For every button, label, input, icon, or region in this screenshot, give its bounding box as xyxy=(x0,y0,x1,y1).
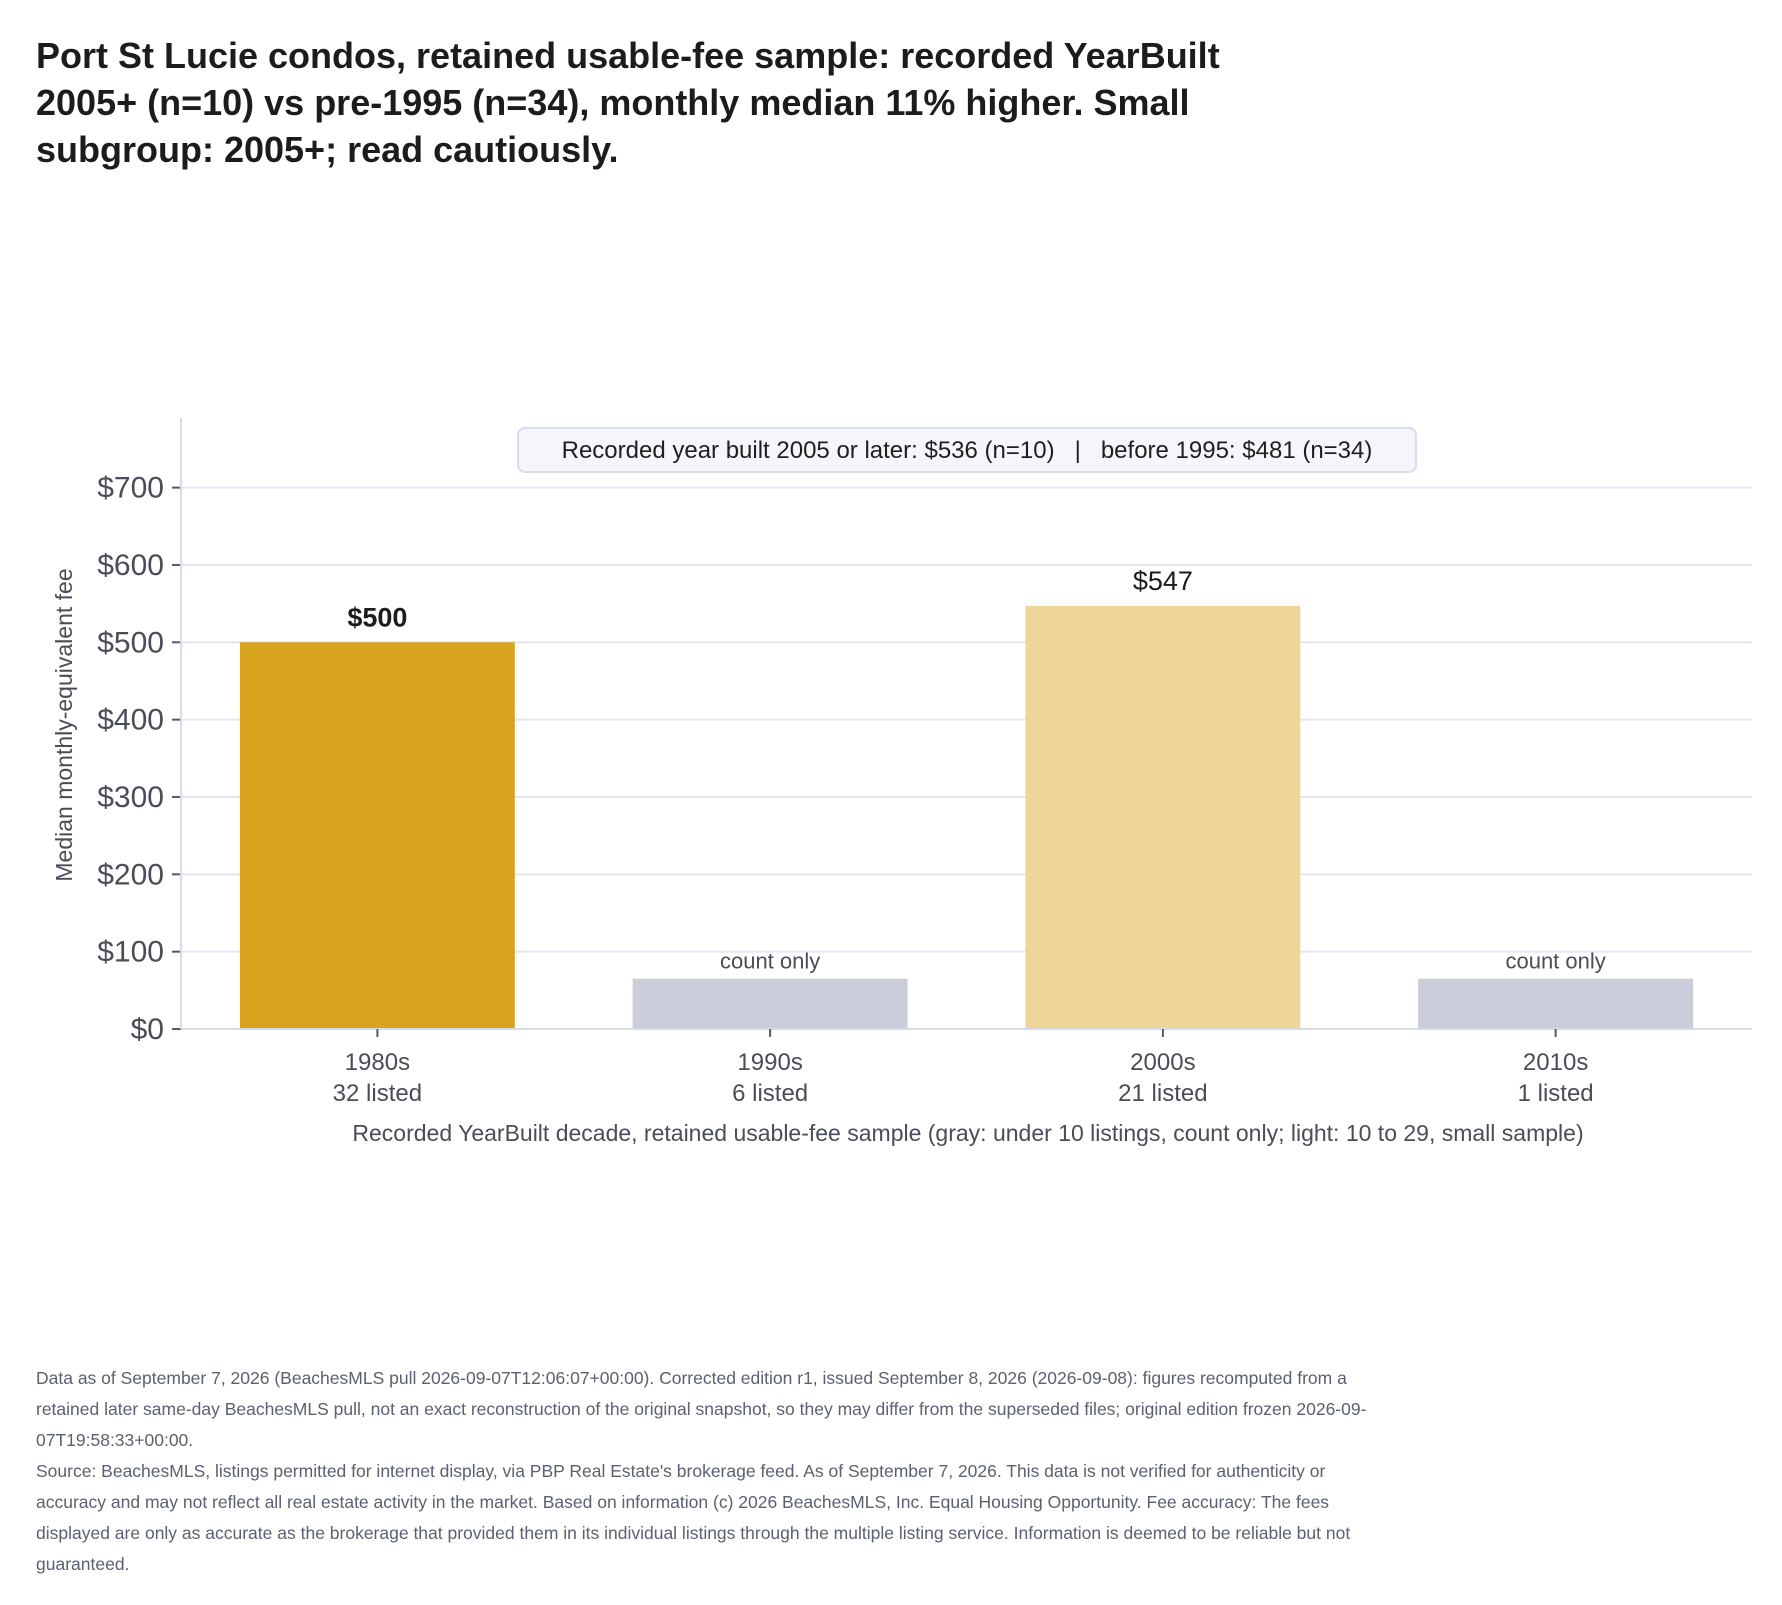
x-tick-count: 1 listed xyxy=(1518,1080,1594,1107)
y-tick-label: $300 xyxy=(97,781,164,814)
x-tick-label: 2000s xyxy=(1130,1049,1195,1076)
footer-edition-note: Data as of September 7, 2026 (BeachesMLS… xyxy=(36,1368,1367,1450)
x-tick-label: 2010s xyxy=(1523,1049,1588,1076)
footer-notes: Data as of September 7, 2026 (BeachesMLS… xyxy=(36,1363,1396,1580)
count-only-label: count only xyxy=(1505,949,1605,974)
footer-source: Source: BeachesMLS, listings permitted f… xyxy=(36,1461,1351,1574)
annotation-text: Recorded year built 2005 or later: $536 … xyxy=(562,437,1373,464)
annotation-box: Recorded year built 2005 or later: $536 … xyxy=(517,427,1417,473)
bar-2010s xyxy=(1418,978,1694,1029)
annotation-background xyxy=(517,427,1417,473)
chart-title: Port St Lucie condos, retained usable-fe… xyxy=(36,35,1220,170)
count-only-label: count only xyxy=(720,949,820,974)
data-label: $500 xyxy=(347,602,407,632)
bars xyxy=(239,605,1694,1029)
y-tick-label: $500 xyxy=(97,626,164,659)
labels: $0 $100 $200 $300 $400 $500 $600 $700 $500 1980s 3… xyxy=(97,472,1606,1107)
x-tick-count: 21 listed xyxy=(1118,1080,1207,1107)
y-tick-label: $400 xyxy=(97,704,164,737)
y-tick-label: $200 xyxy=(97,858,164,891)
x-tick-label: 1990s xyxy=(737,1049,802,1076)
bar-1980s xyxy=(239,642,515,1029)
x-tick-count: 32 listed xyxy=(333,1080,422,1107)
x-tick-count: 6 listed xyxy=(732,1080,808,1107)
y-tick-label: $0 xyxy=(131,1013,164,1046)
data-label: $547 xyxy=(1133,566,1193,596)
y-axis-label: Median monthly-equivalent fee xyxy=(51,568,77,881)
bar-2000s xyxy=(1025,605,1301,1029)
axes xyxy=(172,418,1752,1037)
y-tick-label: $700 xyxy=(97,472,164,505)
x-tick-label: 1980s xyxy=(345,1049,410,1076)
bar-1990s xyxy=(632,978,908,1029)
y-tick-label: $600 xyxy=(97,549,164,582)
x-axis-label: Recorded YearBuilt decade, retained usab… xyxy=(352,1120,1583,1146)
bar-chart: $0 $100 $200 $300 $400 $500 $600 $700 $500 1980s 3… xyxy=(51,418,1752,1146)
y-tick-label: $100 xyxy=(97,936,164,969)
